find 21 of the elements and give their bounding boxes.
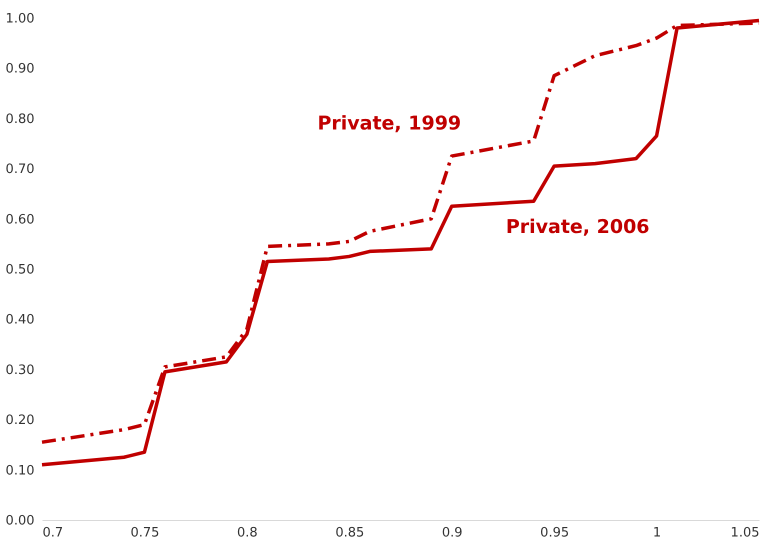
- x-tick-label: 0.95: [540, 526, 570, 540]
- x-tick-label: 1.05: [730, 526, 760, 540]
- x-tick-label: 0.7: [42, 526, 64, 540]
- y-tick-label: 1.00: [6, 12, 34, 26]
- series-label: Private, 2006: [506, 216, 650, 238]
- x-tick-label: 1: [652, 526, 662, 540]
- y-tick-label: 0.90: [6, 62, 34, 77]
- y-tick-label: 0.30: [6, 362, 34, 378]
- x-tick-label: 0.9: [442, 526, 463, 540]
- y-tick-label: 0.00: [6, 514, 34, 528]
- y-tick-label: 0.20: [6, 413, 34, 428]
- y-tick-label: 0.60: [6, 212, 34, 228]
- y-tick-label: 0.40: [6, 312, 34, 328]
- y-tick-label: 0.10: [6, 463, 34, 478]
- x-tick-label: 0.85: [335, 526, 364, 540]
- series-label: Private, 1999: [317, 112, 462, 134]
- x-tick-label: 0.8: [237, 526, 258, 540]
- y-tick-label: 0.70: [6, 162, 34, 178]
- x-tick-label: 0.75: [130, 526, 160, 540]
- y-tick-label: 0.80: [6, 112, 34, 127]
- y-tick-label: 0.50: [6, 262, 34, 278]
